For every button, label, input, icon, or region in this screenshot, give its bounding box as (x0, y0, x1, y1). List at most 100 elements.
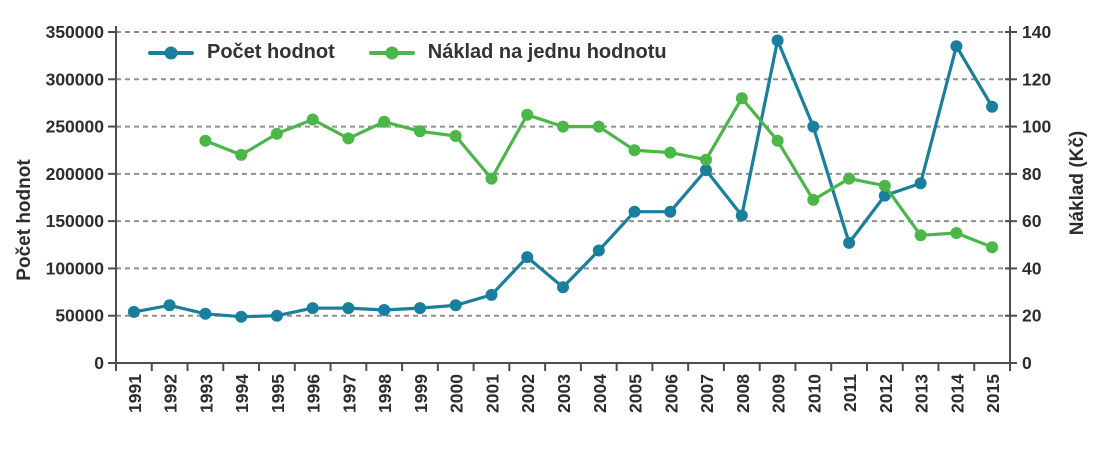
left-axis-tick-label: 200000 (46, 164, 105, 184)
right-axis-tick-label: 0 (1022, 353, 1032, 373)
series-point-0 (449, 299, 462, 312)
x-axis-tick-label: 2001 (482, 374, 502, 413)
series-point-0 (878, 189, 891, 202)
left-axis-tick-label: 0 (94, 353, 104, 373)
series-point-1 (270, 127, 283, 140)
series-point-0 (592, 244, 605, 257)
series-point-0 (342, 302, 355, 315)
dot-icon (164, 46, 178, 59)
right-axis-tick-label: 100 (1022, 117, 1051, 137)
left-axis-tick-label: 50000 (55, 306, 104, 326)
x-axis-tick-label: 1994 (232, 374, 252, 413)
x-axis-tick-label: 1992 (161, 374, 181, 413)
series-point-1 (878, 179, 891, 192)
series-point-1 (771, 134, 784, 147)
series-point-0 (270, 309, 283, 322)
series-point-1 (521, 108, 534, 121)
series-point-1 (342, 132, 355, 145)
x-axis-tick-label: 1996 (304, 374, 324, 413)
series-point-1 (235, 148, 248, 161)
legend-item-pocet-hodnot: Počet hodnot (148, 41, 335, 64)
series-point-0 (950, 40, 963, 53)
x-axis-tick-label: 2002 (518, 374, 538, 413)
x-axis-tick-label: 2004 (590, 374, 610, 413)
left-axis-tick-label: 100000 (46, 258, 105, 278)
x-axis-tick-label: 1998 (375, 374, 395, 413)
x-axis-tick-label: 1999 (411, 374, 431, 413)
series-point-1 (378, 115, 391, 128)
line-dot-marker-green-icon (368, 46, 415, 59)
x-axis-tick-label: 2005 (626, 374, 646, 413)
series-point-1 (914, 229, 927, 242)
series-point-0 (235, 310, 248, 323)
series-point-0 (521, 251, 534, 264)
x-axis-tick-label: 2008 (733, 374, 753, 413)
series-point-0 (378, 304, 391, 316)
series-point-1 (485, 172, 498, 185)
series-point-0 (986, 100, 999, 113)
x-axis-tick-label: 1995 (268, 374, 288, 413)
series-point-1 (735, 92, 748, 105)
series-point-1 (306, 113, 319, 126)
series-point-1 (557, 120, 569, 133)
x-axis-tick-label: 2011 (840, 374, 860, 412)
x-axis-tick-label: 2006 (661, 374, 681, 413)
series-point-1 (199, 134, 212, 147)
series-point-0 (807, 120, 820, 133)
x-axis-tick-label: 2012 (876, 374, 896, 413)
series-point-1 (986, 241, 999, 254)
x-axis-tick-label: 2009 (769, 374, 789, 413)
dot-icon (385, 46, 399, 59)
series-point-1 (843, 172, 856, 185)
right-axis-tick-label: 60 (1022, 211, 1042, 231)
x-axis-tick-label: 1997 (339, 374, 359, 413)
legend-item-naklad: Náklad na jednu hodnotu (368, 41, 667, 64)
left-axis-tick-label: 250000 (46, 117, 105, 137)
x-axis-tick-label: 2013 (912, 374, 932, 413)
series-point-1 (950, 227, 963, 239)
series-point-0 (306, 302, 319, 315)
series-point-0 (414, 302, 426, 315)
legend-label-pocet-hodnot: Počet hodnot (207, 41, 335, 63)
x-axis-tick-label: 2010 (804, 374, 824, 413)
left-axis-tick-label: 150000 (46, 211, 105, 231)
series-point-0 (199, 307, 212, 320)
right-axis-tick-label: 40 (1022, 258, 1042, 278)
x-axis-tick-label: 2000 (447, 374, 467, 413)
series-point-1 (414, 125, 426, 138)
right-axis-tick-label: 80 (1022, 164, 1042, 184)
x-axis-tick-label: 1991 (125, 374, 145, 413)
x-axis-tick-label: 1993 (196, 374, 216, 413)
series-line-0 (132, 38, 994, 319)
series-point-0 (914, 177, 927, 190)
x-axis-tick-label: 2014 (947, 374, 967, 413)
x-axis-tick-label: 2003 (554, 374, 574, 413)
series-point-1 (700, 153, 712, 166)
series-point-0 (485, 288, 498, 301)
series-point-1 (592, 120, 605, 133)
series-point-0 (843, 236, 856, 249)
series-point-1 (807, 193, 820, 206)
right-axis-tick-label: 120 (1022, 69, 1051, 89)
right-axis-tick-label: 20 (1022, 306, 1042, 326)
left-axis-tick-label: 350000 (46, 22, 105, 42)
left-axis-title: Počet hodnot (14, 159, 35, 281)
series-line-1 (203, 96, 994, 249)
x-axis-tick-label: 2015 (983, 374, 1003, 413)
x-axis-tick-label: 2007 (697, 374, 717, 413)
legend: Počet hodnot Náklad na jednu hodnotu (148, 41, 667, 64)
series-point-0 (628, 205, 641, 218)
series-point-0 (557, 281, 569, 294)
series-point-1 (628, 144, 641, 157)
right-axis-title: Náklad (Kč) (1067, 130, 1088, 236)
series-point-1 (664, 146, 677, 159)
series-point-0 (735, 209, 748, 222)
series-point-1 (449, 130, 462, 142)
series-point-0 (700, 164, 712, 177)
right-axis-tick-label: 140 (1022, 22, 1051, 42)
legend-label-naklad: Náklad na jednu hodnotu (427, 41, 667, 63)
series-point-0 (771, 34, 784, 47)
series-point-0 (127, 305, 140, 318)
